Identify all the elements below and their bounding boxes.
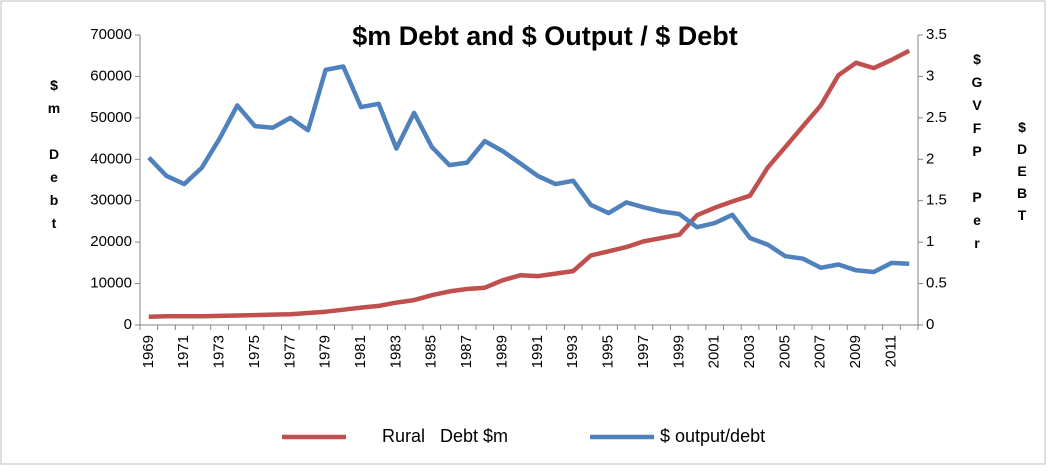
legend-label: Rural Debt $m (382, 426, 508, 446)
x-tick-label: 1979 (317, 335, 334, 368)
y-tick-label: 10000 (90, 275, 132, 292)
x-tick-label: 2007 (812, 335, 829, 368)
y-tick-label: 40000 (90, 150, 132, 167)
y2-tick-label: 3 (926, 67, 934, 84)
x-tick-label: 1995 (600, 335, 617, 368)
x-tick-label: 1981 (352, 335, 369, 368)
y-tick-label: 70000 (90, 26, 132, 43)
y-tick-label: 20000 (90, 233, 132, 250)
x-tick-label: 1997 (635, 335, 652, 368)
y-tick-label: 30000 (90, 192, 132, 209)
x-tick-label: 1985 (423, 335, 440, 368)
chart-frame (0, 0, 1046, 465)
y2-axis-label: $ D E B T (1017, 119, 1027, 223)
x-tick-label: 1969 (140, 335, 157, 368)
y2-tick-label: 2 (926, 150, 934, 167)
y2-tick-label: 2.5 (926, 109, 947, 126)
y-tick-label: 0 (124, 316, 132, 333)
y-tick-label: 50000 (90, 109, 132, 126)
y2-tick-label: 1.5 (926, 192, 947, 209)
x-tick-label: 1975 (246, 335, 263, 368)
data-line (148, 48, 911, 319)
y2-tick-label: 0 (926, 316, 934, 333)
x-tick-label: 1999 (670, 335, 687, 368)
x-tick-label: 2011 (882, 335, 899, 367)
x-tick-label: 1987 (458, 335, 475, 368)
y2-tick-label: 1 (926, 233, 934, 250)
x-tick-label: 1973 (211, 335, 228, 368)
x-tick-label: 2005 (776, 335, 793, 368)
x-tick-label: 1989 (493, 335, 510, 368)
x-tick-label: 2003 (741, 335, 758, 368)
y2-tick-label: 0.5 (926, 275, 947, 292)
legend-label: $ output/debt (660, 426, 765, 446)
x-tick-label: 1971 (175, 335, 192, 368)
x-tick-label: 1983 (387, 335, 404, 368)
data-line (147, 64, 910, 275)
chart-title: $m Debt and $ Output / $ Debt (352, 21, 738, 51)
x-tick-label: 2009 (847, 335, 864, 368)
y-tick-label: 60000 (90, 67, 132, 84)
y2-tick-label: 3.5 (926, 26, 947, 43)
x-tick-label: 2001 (706, 335, 723, 368)
x-tick-label: 1991 (529, 335, 546, 368)
x-tick-label: 1993 (564, 335, 581, 368)
x-tick-label: 1977 (281, 335, 298, 368)
